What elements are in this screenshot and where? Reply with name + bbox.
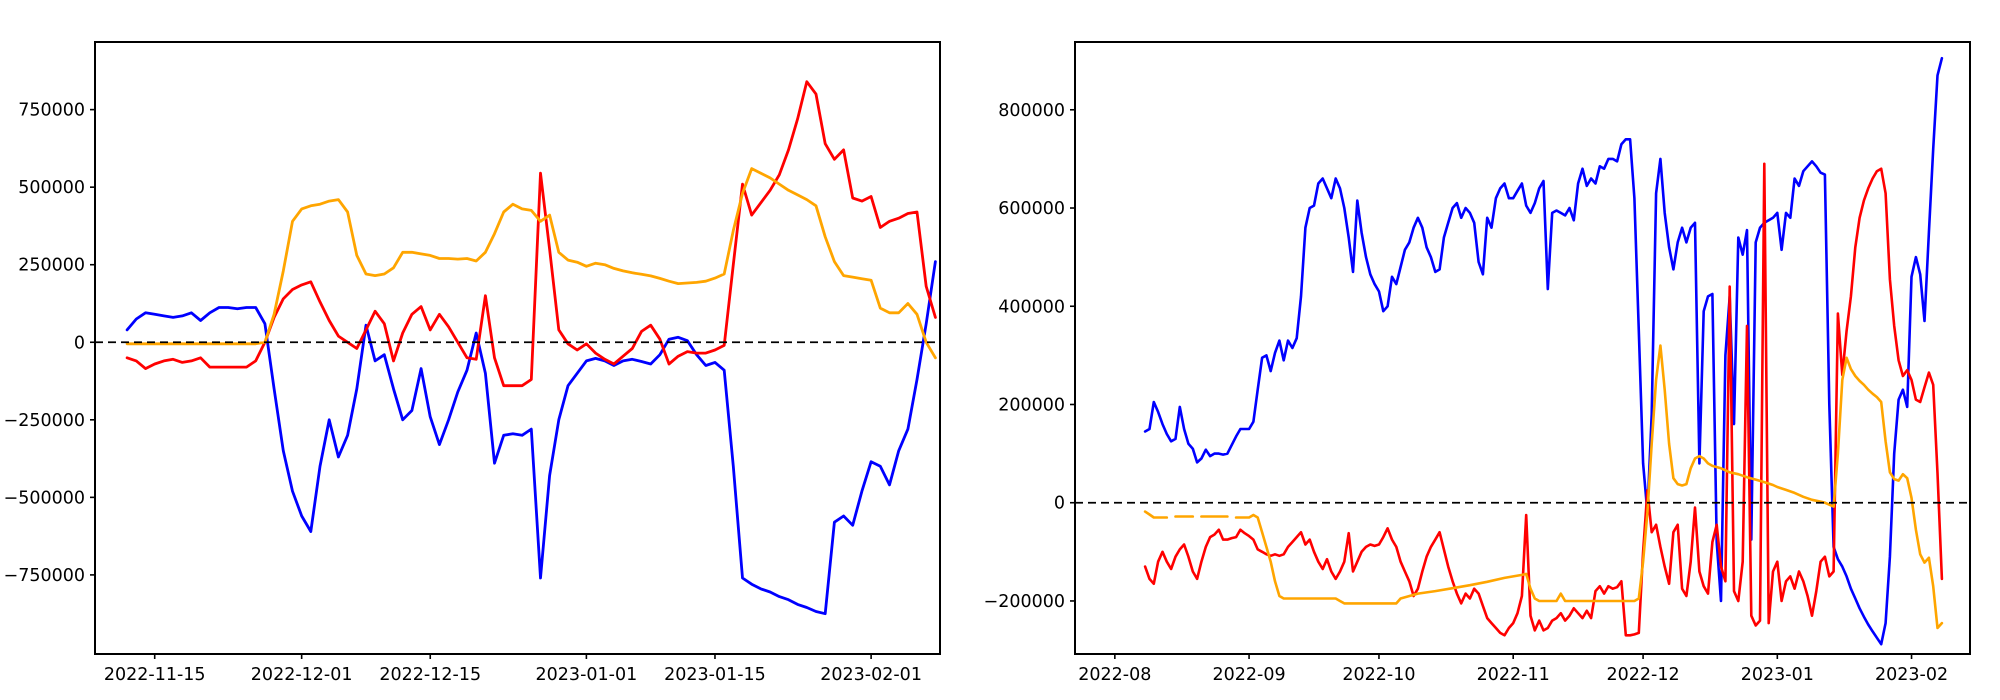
x-tick-label: 2022-11	[1477, 665, 1550, 685]
series-orange-line	[125, 167, 937, 360]
y-tick-label: 400000	[998, 297, 1065, 317]
y-tick-label: −200000	[984, 592, 1065, 612]
y-tick-label: 500000	[18, 178, 85, 198]
y-tick-label: 750000	[18, 101, 85, 121]
x-tick-label: 2023-01	[1741, 665, 1814, 685]
y-tick-label: −500000	[4, 488, 85, 508]
chart-0: 2022-11-15 2022-12-01 2022-12-15 2023-01-01…	[4, 41, 941, 685]
x-tick-label: 2023-01-01	[536, 665, 638, 685]
y-tick-label: 200000	[998, 395, 1065, 415]
y-tick-label: 250000	[18, 256, 85, 276]
y-tick-label: 0	[74, 333, 85, 353]
x-tick-label: 2023-01-15	[664, 665, 766, 685]
y-tick-label: −250000	[4, 411, 85, 431]
x-tick-label: 2022-12-15	[379, 665, 481, 685]
y-tick-label: −750000	[4, 566, 85, 586]
chart-1: 2022-08 2022-09 2022-10 2022-11 2022-12 2023-…	[984, 41, 1971, 685]
x-tick-label: 2022-08	[1078, 665, 1151, 685]
x-tick-label: 2022-12	[1607, 665, 1680, 685]
y-tick-label: 0	[1054, 494, 1065, 514]
x-tick-label: 2022-09	[1213, 665, 1286, 685]
x-tick-label: 2022-12-01	[251, 665, 353, 685]
series-blue-line	[1143, 56, 1944, 646]
series-orange-line	[1143, 344, 1944, 630]
axes-spines	[1074, 41, 1971, 655]
y-tick-label: 600000	[998, 199, 1065, 219]
x-tick-label: 2022-11-15	[104, 665, 206, 685]
series-red-line	[1143, 162, 1944, 637]
axes-spines	[94, 41, 941, 655]
series-blue-line	[125, 260, 937, 616]
y-tick-label: 800000	[998, 101, 1065, 121]
x-tick-label: 2023-02	[1875, 665, 1948, 685]
x-tick-label: 2023-02-01	[820, 665, 922, 685]
series-red-line	[125, 80, 937, 388]
x-tick-label: 2022-10	[1342, 665, 1415, 685]
